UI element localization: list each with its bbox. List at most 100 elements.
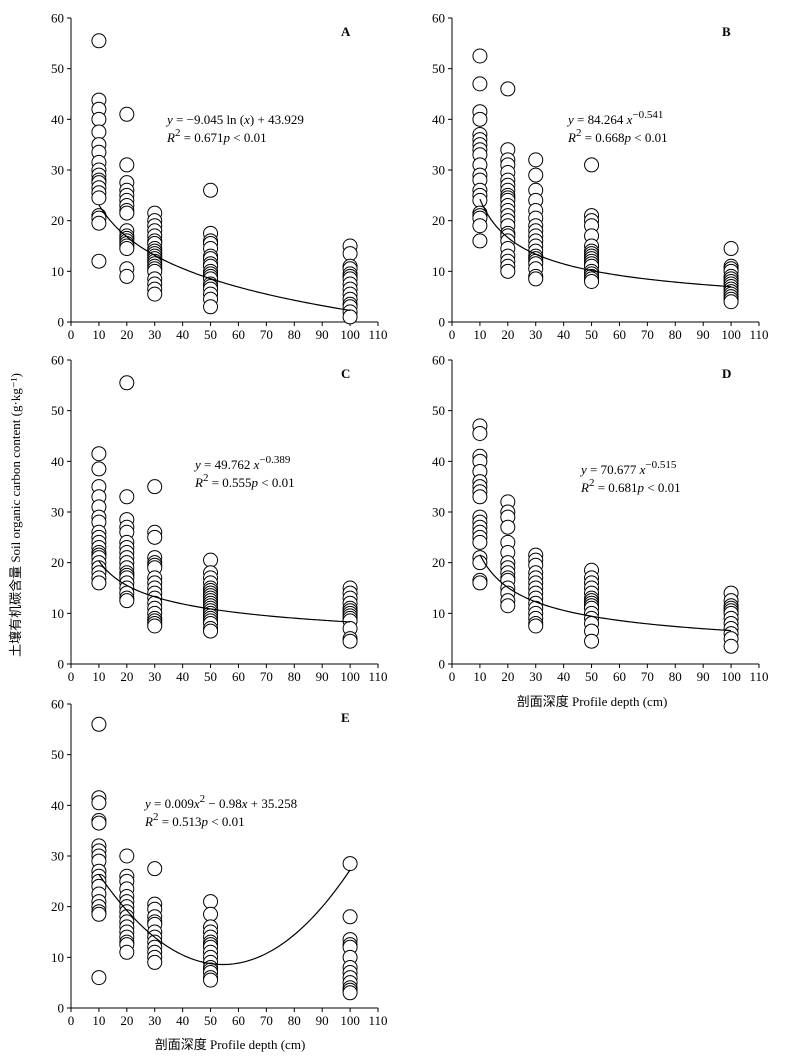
x-tick-label: 90 (316, 669, 329, 684)
data-point (91, 716, 107, 732)
x-tick-label: 40 (176, 669, 189, 684)
x-tick-label: 20 (120, 669, 133, 684)
x-axis-label-bottom: 剖面深度 Profile depth (cm) (155, 1037, 306, 1052)
x-axis-label-right: 剖面深度 Profile depth (cm) (517, 694, 668, 709)
fit-curve (98, 560, 351, 623)
data-point (528, 618, 544, 634)
x-tick-label: 60 (613, 669, 626, 684)
regression-equation: y = 70.677 x−0.515 (579, 459, 677, 477)
y-tick-label: 0 (58, 657, 65, 672)
data-point (203, 182, 219, 198)
data-point (500, 598, 516, 614)
x-tick-label: 0 (68, 1013, 75, 1028)
data-point (91, 33, 107, 49)
data-point (472, 575, 488, 591)
r-squared-p-value: R2 = 0.671p < 0.01 (166, 127, 267, 145)
x-tick-label: 70 (260, 669, 273, 684)
data-point (342, 909, 358, 925)
data-point (472, 489, 488, 505)
data-point (472, 111, 488, 127)
data-point (472, 534, 488, 550)
y-tick-label: 40 (51, 112, 64, 127)
x-tick-label: 0 (68, 669, 75, 684)
x-tick-label: 90 (697, 669, 710, 684)
y-tick-label: 0 (439, 657, 446, 672)
y-tick-label: 50 (432, 61, 445, 76)
data-point (203, 623, 219, 639)
x-tick-label: 40 (176, 327, 189, 342)
x-tick-label: 30 (148, 669, 161, 684)
data-point (584, 633, 600, 649)
x-tick-label: 110 (368, 1013, 387, 1028)
data-point (342, 856, 358, 872)
r-squared-p-value: R2 = 0.681p < 0.01 (580, 477, 681, 495)
chart-panel-e: 0 10 20 30 40 50 60 70 80 90 100 110 0 10 20 30 40 50 60 Ey… (51, 697, 388, 1029)
r-squared-p-value: R2 = 0.668p < 0.01 (567, 127, 668, 145)
x-tick-label: 20 (501, 669, 514, 684)
data-point (119, 593, 135, 609)
regression-equation: y = 0.009x2 − 0.98x + 35.258 (143, 793, 297, 811)
data-point (147, 861, 163, 877)
data-point (472, 218, 488, 234)
y-tick-label: 40 (432, 112, 445, 127)
y-tick-label: 10 (432, 264, 445, 279)
fit-curve (479, 554, 732, 632)
data-point (342, 985, 358, 1001)
y-tick-label: 10 (432, 606, 445, 621)
data-point (342, 246, 358, 262)
x-tick-label: 50 (585, 669, 598, 684)
y-tick-label: 10 (51, 264, 64, 279)
chart-panel-a: 0 10 20 30 40 50 60 70 80 90 100 110 0 10 20 30 40 50 60 Ay… (51, 11, 388, 343)
y-tick-label: 40 (432, 454, 445, 469)
x-tick-label: 70 (641, 327, 654, 342)
x-tick-label: 100 (340, 1013, 360, 1028)
y-tick-label: 0 (439, 315, 446, 330)
x-tick-label: 60 (232, 669, 245, 684)
x-tick-label: 40 (176, 1013, 189, 1028)
x-tick-label: 110 (749, 669, 768, 684)
x-tick-label: 60 (613, 327, 626, 342)
x-tick-label: 0 (68, 327, 75, 342)
data-point (119, 944, 135, 960)
x-tick-label: 10 (92, 669, 105, 684)
x-tick-label: 100 (340, 327, 360, 342)
data-point (500, 519, 516, 535)
data-point (147, 529, 163, 545)
data-point (472, 425, 488, 441)
y-tick-label: 20 (432, 213, 445, 228)
y-tick-label: 50 (432, 403, 445, 418)
data-point (119, 848, 135, 864)
fit-curve (98, 204, 351, 312)
data-point (203, 552, 219, 568)
x-tick-label: 10 (92, 327, 105, 342)
panel-label: A (341, 24, 351, 39)
y-tick-label: 30 (432, 505, 445, 520)
x-tick-label: 50 (585, 327, 598, 342)
r-squared-p-value: R2 = 0.513p < 0.01 (144, 811, 245, 829)
x-tick-label: 60 (232, 1013, 245, 1028)
data-point (203, 906, 219, 922)
chart-panel-b: 0 10 20 30 40 50 60 70 80 90 100 110 0 10 20 30 40 50 60 By… (432, 11, 769, 343)
data-point (91, 906, 107, 922)
y-tick-label: 30 (51, 505, 64, 520)
x-tick-label: 0 (449, 327, 456, 342)
data-point (342, 633, 358, 649)
x-tick-label: 10 (473, 669, 486, 684)
y-tick-label: 50 (51, 61, 64, 76)
x-tick-label: 80 (288, 669, 301, 684)
data-point (119, 157, 135, 173)
regression-equation: y = −9.045 ln (x) + 43.929 (165, 112, 304, 127)
data-point (472, 233, 488, 249)
data-point (119, 268, 135, 284)
x-tick-label: 0 (449, 669, 456, 684)
y-tick-label: 60 (432, 11, 445, 26)
x-tick-label: 50 (204, 669, 217, 684)
data-point (203, 299, 219, 315)
data-point (91, 111, 107, 127)
x-tick-label: 70 (641, 669, 654, 684)
data-point (203, 972, 219, 988)
x-tick-label: 110 (368, 669, 387, 684)
y-tick-label: 0 (58, 1001, 65, 1016)
x-tick-label: 100 (721, 327, 741, 342)
